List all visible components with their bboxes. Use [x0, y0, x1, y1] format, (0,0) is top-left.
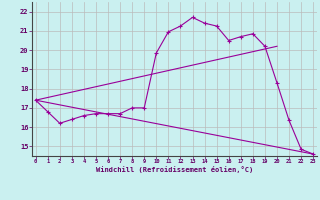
X-axis label: Windchill (Refroidissement éolien,°C): Windchill (Refroidissement éolien,°C) [96, 166, 253, 173]
